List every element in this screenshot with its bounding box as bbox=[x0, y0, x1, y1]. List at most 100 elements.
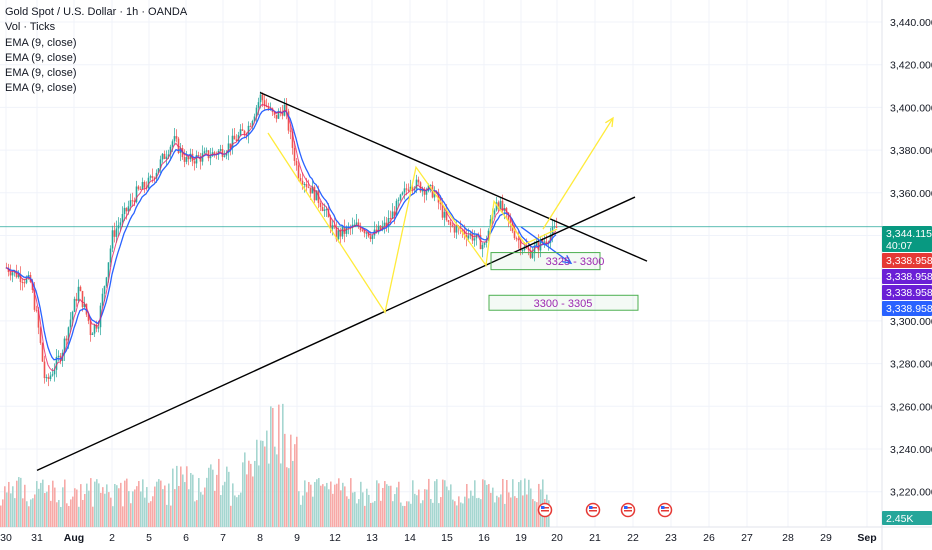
candle-body bbox=[523, 246, 526, 251]
volume-bar bbox=[184, 482, 186, 527]
candle-body bbox=[393, 211, 396, 216]
volume-bar bbox=[350, 478, 352, 527]
volume-bar bbox=[92, 506, 94, 527]
candle-body bbox=[143, 181, 146, 188]
candle-body bbox=[127, 206, 130, 212]
volume-bar bbox=[280, 463, 282, 527]
candle-body bbox=[483, 242, 486, 245]
flag-stripe bbox=[589, 510, 597, 512]
candle-body bbox=[197, 154, 200, 157]
candle-body bbox=[541, 239, 544, 243]
ema-badge-1-text: 3,338.958 bbox=[886, 255, 932, 267]
time-axis[interactable]: 30 31 Aug 2 5 6 7 8 9 12 13 14 15 16 19 20 21 22 23 26 27 28 2… bbox=[0, 532, 876, 544]
volume-bar bbox=[156, 481, 158, 527]
price-tick-label: 3,260.000 bbox=[890, 401, 932, 413]
volume-bar bbox=[144, 497, 146, 527]
volume-bar bbox=[38, 488, 40, 527]
legend-ema-4[interactable]: EMA (9, close) bbox=[5, 82, 77, 95]
candle-body bbox=[139, 188, 142, 190]
volume-bar bbox=[212, 469, 214, 527]
candle-body bbox=[305, 184, 308, 187]
candle-body bbox=[441, 204, 444, 218]
candle-body bbox=[501, 200, 504, 211]
time-tick-label: 14 bbox=[404, 532, 416, 544]
volume-bar bbox=[352, 492, 354, 527]
candle-body bbox=[193, 161, 196, 164]
volume-bar bbox=[510, 497, 512, 527]
volume-bar bbox=[328, 489, 330, 527]
volume-bar bbox=[290, 434, 292, 527]
volume-bar bbox=[276, 454, 278, 527]
time-tick-label: 9 bbox=[294, 532, 300, 544]
volume-bar bbox=[488, 484, 490, 527]
volume-bar bbox=[172, 468, 174, 527]
volume-bar bbox=[476, 498, 478, 527]
volume-bar bbox=[302, 495, 304, 527]
legend-ema-2[interactable]: EMA (9, close) bbox=[5, 51, 77, 64]
candle-body bbox=[399, 194, 402, 200]
candle-body bbox=[331, 225, 334, 229]
volume-bar bbox=[86, 483, 88, 527]
volume-bar bbox=[234, 495, 236, 527]
candle-body bbox=[231, 135, 234, 149]
candle-body bbox=[11, 272, 14, 276]
projection-up-arrow bbox=[542, 117, 614, 230]
volume-bar bbox=[198, 478, 200, 527]
candle-body bbox=[159, 159, 162, 169]
volume-bar bbox=[484, 480, 486, 527]
legend-ema-1[interactable]: EMA (9, close) bbox=[5, 36, 77, 49]
candle-body bbox=[245, 134, 248, 136]
trendline-support bbox=[36, 196, 636, 471]
volume-bar bbox=[118, 488, 120, 527]
candle-body bbox=[357, 222, 360, 226]
volume-bar bbox=[372, 502, 374, 527]
candle-body bbox=[69, 319, 72, 328]
candle-body bbox=[473, 238, 476, 241]
candle-body bbox=[137, 186, 140, 189]
symbol-title[interactable]: Gold Spot / U.S. Dollar · 1h · OANDA bbox=[5, 6, 188, 18]
candle-body bbox=[201, 153, 204, 162]
volume-bar bbox=[214, 490, 216, 527]
candle-body bbox=[229, 143, 232, 149]
flag-stripe bbox=[624, 507, 632, 509]
volume-bar bbox=[252, 476, 254, 527]
volume-bar bbox=[514, 496, 516, 527]
volume-bar bbox=[480, 499, 482, 527]
candle-body bbox=[287, 111, 290, 131]
legend-ema-3[interactable]: EMA (9, close) bbox=[5, 67, 77, 80]
drawings[interactable]: 3325 - 3300 3300 - 3305 bbox=[36, 91, 648, 471]
volume-bar bbox=[478, 497, 480, 527]
volume-bar bbox=[128, 491, 130, 527]
time-tick-label: 23 bbox=[665, 532, 677, 544]
volume-bar bbox=[298, 491, 300, 527]
candle-body bbox=[117, 225, 120, 229]
time-tick-label: 7 bbox=[220, 532, 226, 544]
zone-label-1: 3325 - 3300 bbox=[546, 256, 605, 268]
candle-body bbox=[321, 207, 324, 211]
candle-body bbox=[481, 244, 484, 250]
candle-body bbox=[355, 222, 358, 225]
candle-body bbox=[307, 186, 310, 188]
event-markers[interactable] bbox=[537, 502, 673, 518]
volume-bar bbox=[72, 496, 74, 527]
volume-bar bbox=[306, 492, 308, 527]
candle-body bbox=[33, 289, 36, 310]
volume-bar bbox=[520, 480, 522, 527]
volume-bar bbox=[40, 482, 42, 527]
volume-bar bbox=[254, 460, 256, 527]
legend-volume[interactable]: Vol · Ticks bbox=[5, 21, 56, 34]
volume-bar bbox=[282, 403, 284, 527]
candle-body bbox=[553, 226, 556, 228]
volume-bar bbox=[374, 501, 376, 527]
candle-body bbox=[237, 135, 240, 141]
volume-bar bbox=[202, 494, 204, 527]
volume-bar bbox=[430, 499, 432, 527]
candle-body bbox=[141, 181, 144, 190]
volume-bar bbox=[494, 502, 496, 527]
volume-bar bbox=[538, 483, 540, 527]
volume-bar bbox=[74, 488, 76, 527]
candle-body bbox=[443, 211, 446, 218]
ema-badge-4-text: 3,338.958 bbox=[886, 303, 932, 315]
